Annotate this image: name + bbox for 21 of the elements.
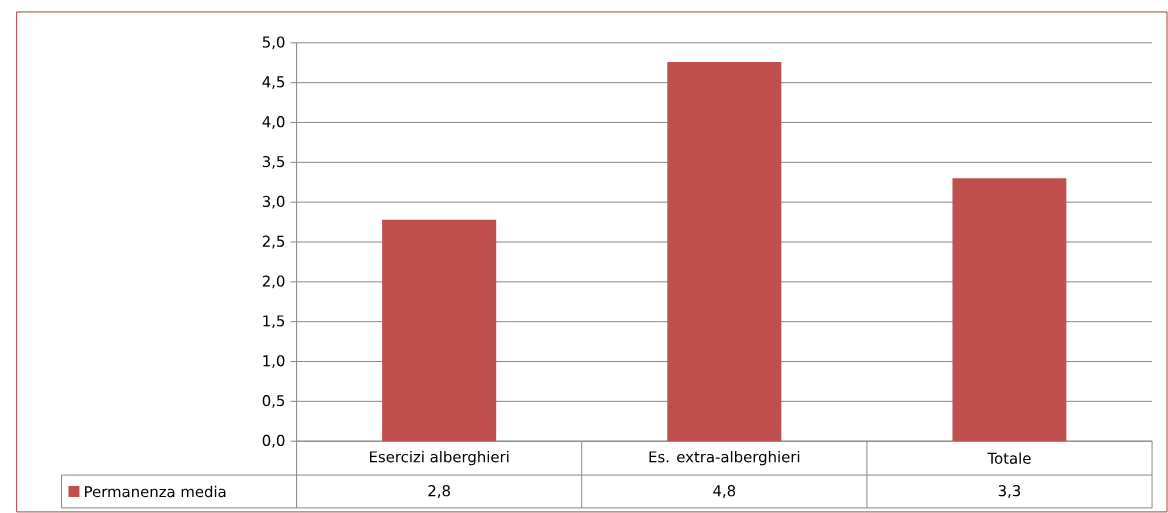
data-label: 2,8: [428, 485, 450, 498]
bar: [667, 61, 782, 442]
y-tick-label: 0,0: [262, 434, 285, 448]
x-tick-label: Totale: [987, 452, 1031, 464]
legend-label: Permanenza media: [85, 485, 226, 498]
y-tick-label: 1,5: [263, 315, 285, 329]
y-tick-label: 2,5: [262, 235, 285, 249]
y-tick-label: 5,0: [262, 36, 285, 50]
y-tick-label: 3,0: [262, 195, 285, 209]
y-tick-label: 0,5: [262, 395, 285, 408]
data-label: 4,8: [713, 485, 736, 498]
data-label: 3,3: [998, 485, 1021, 498]
x-tick-label: Esercizi alberghieri: [370, 450, 509, 466]
y-tick-label: 3,5: [262, 155, 285, 169]
y-tick-label: 4,0: [262, 116, 285, 129]
y-tick-label: 2,0: [262, 275, 285, 289]
y-tick-label: 1,0: [263, 355, 285, 368]
x-tick-label: Es. extra-alberghieri: [649, 450, 800, 466]
y-tick-label: 4,5: [262, 76, 285, 89]
bar: [952, 178, 1067, 442]
bar: [382, 219, 497, 442]
